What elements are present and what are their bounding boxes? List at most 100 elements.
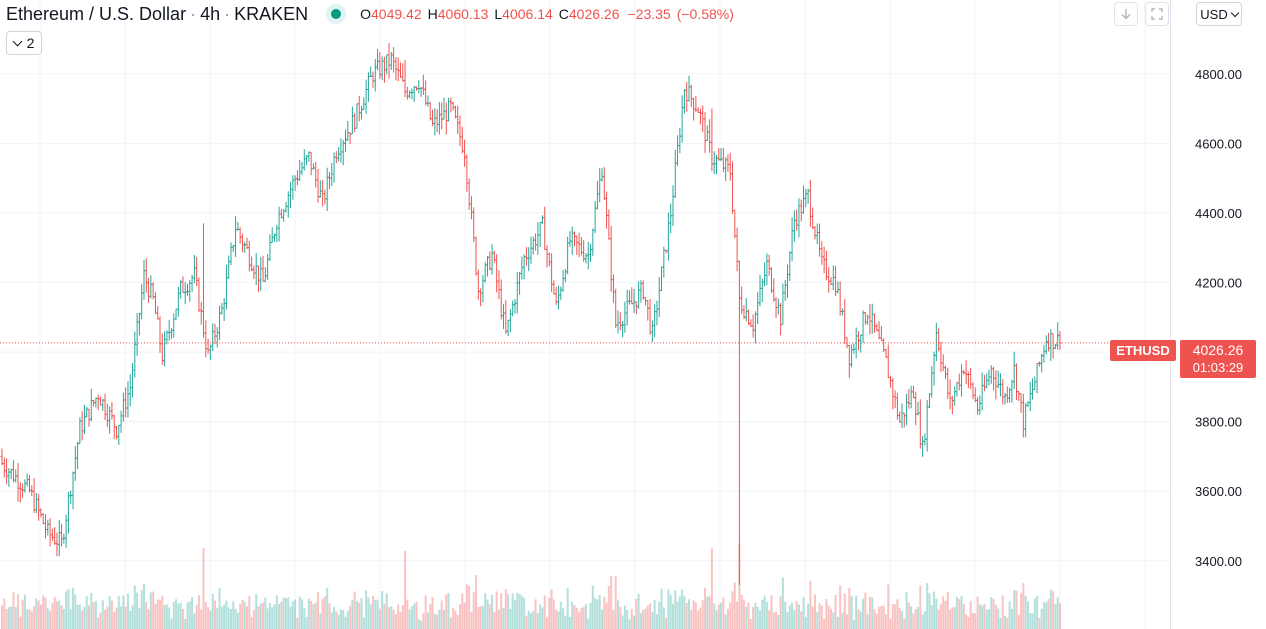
ohlc-bar [609,225,613,292]
volume-bar [81,610,84,629]
ohlc-bar [769,267,773,294]
ohlc-bar [355,103,359,129]
volume-bar [875,613,878,629]
volume-bar [234,608,237,629]
volume-bar [539,604,542,629]
ohlc-bar [566,236,570,275]
volume-bar [873,609,876,629]
volume-bar [575,607,578,629]
volume-bar [878,606,881,629]
volume-bar [326,587,329,629]
ohlc-bar [428,102,432,121]
volume-bar [626,609,629,629]
volume-bar [923,611,926,629]
volume-bar [122,595,125,629]
download-button[interactable] [1114,2,1138,26]
ohlc-bar [128,374,132,407]
ohlc-bar [369,66,373,77]
ohlc-bar [575,235,579,255]
ohlc-bar [323,189,327,205]
ohlc-bar [490,244,494,275]
interval-label[interactable]: 4h [200,3,221,24]
ohlc-bar [529,236,533,264]
ohlc-close: C4026.26 [558,6,620,22]
ohlc-bar [50,528,54,542]
volume-bar [635,599,638,629]
symbol-title[interactable]: Ethereum / U.S. Dollar [6,3,187,24]
volume-bar [516,592,519,629]
volume-bar [564,615,567,629]
volume-bar [683,595,686,629]
volume-bar [42,595,45,629]
volume-bar [527,610,530,629]
volume-bar [855,595,858,629]
ohlc-bar [497,270,501,300]
volume-bar [246,606,249,629]
volume-bar [674,590,677,629]
ohlc-bar [110,402,114,420]
volume-bar [939,604,942,629]
ohlc-bar [756,292,760,324]
volume-bar [126,593,129,629]
ohlc-bar [1058,331,1062,350]
volume-bar [536,613,539,629]
ohlc-bar [398,62,402,78]
volume-bar [314,602,317,629]
ohlc-bar [861,310,865,344]
ohlc-bar [48,518,52,547]
volume-bar [399,612,402,629]
market-open-icon[interactable] [326,4,347,24]
ohlc-bar [179,280,183,299]
volume-bar [353,591,356,629]
ohlc-bar [144,258,148,293]
volume-bar [369,604,372,629]
volume-bar [225,600,228,629]
ohlc-bar [346,121,350,141]
ohlc-bar [696,107,700,113]
ohlc-bar [531,236,535,255]
legend-separator: · [190,3,197,24]
ohlc-bar [561,269,565,292]
ohlc-bar [621,321,625,338]
volume-bar [362,617,365,629]
ohlc-bar [153,292,157,314]
volume-bar [1054,604,1057,629]
volume-bar [177,603,180,629]
symbol-price-tag: ETHUSD [1110,340,1176,361]
ohlc-bar [23,479,27,493]
volume-bar [685,603,688,629]
volume-bar [871,597,874,629]
ohlc-bar [105,403,109,427]
symbol-legend: Ethereum / U.S. Dollar · 4h · KRAKEN O40… [6,2,740,26]
ohlc-bar [350,106,354,135]
ohlc-bar [648,299,652,335]
volume-bar [642,610,645,629]
volume-bar [37,600,40,629]
ohlc-bar [655,300,659,326]
volume-bar [181,608,184,629]
volume-bar [5,609,8,629]
volume-bar [355,601,358,629]
volume-bar [378,608,381,629]
volume-bar [582,606,585,629]
volume-bar [495,591,498,629]
ohlc-bar [524,247,528,266]
volume-bar [374,599,377,629]
indicator-collapse-button[interactable]: 2 [6,31,42,55]
exchange-label[interactable]: KRAKEN [234,3,309,24]
ohlc-bar [440,102,444,130]
ohlc-bar [735,227,739,272]
currency-select[interactable]: USD [1196,2,1242,26]
volume-bar [546,617,549,629]
ohlc-bar [925,399,929,452]
volume-bar [259,603,262,629]
volume-bar [594,598,597,629]
ohlc-bar [522,254,526,280]
volume-bar [729,602,732,629]
ohlc-bar [570,226,574,255]
ohlc-bar [247,240,251,272]
volume-bar [804,616,807,629]
fullscreen-button[interactable] [1145,2,1169,26]
volume-bar [765,601,768,629]
